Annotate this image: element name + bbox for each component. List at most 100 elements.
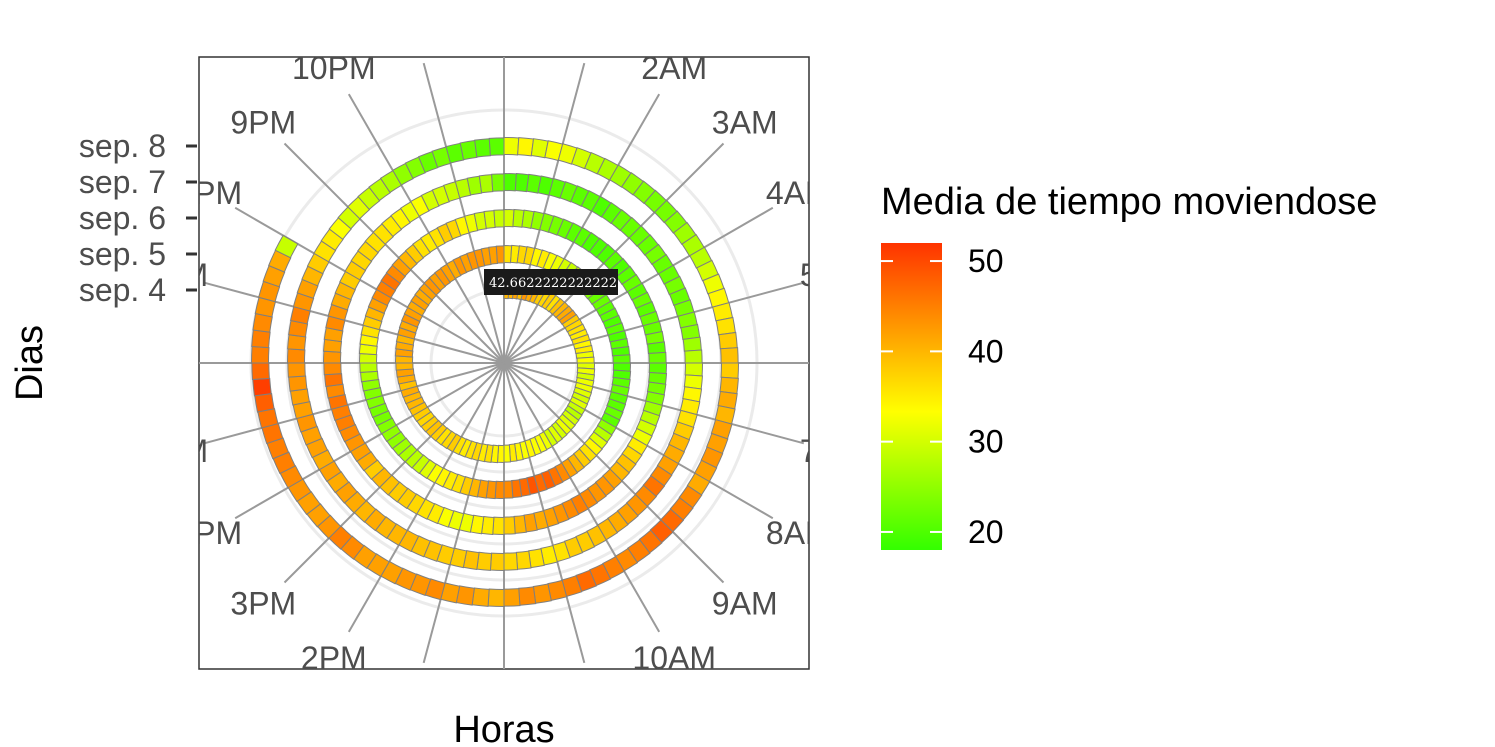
tooltip-box <box>484 269 618 295</box>
bar-segment[interactable] <box>474 138 491 158</box>
bar-segment[interactable] <box>471 587 490 607</box>
bar-segment[interactable] <box>493 209 505 228</box>
bar-segment[interactable] <box>459 139 478 161</box>
bar-segment[interactable] <box>720 347 739 364</box>
hour-tick-label: 10AM <box>632 640 716 676</box>
legend-tick-label: 30 <box>968 424 1004 460</box>
hour-spoke <box>203 362 505 445</box>
hour-tick-label: 11AM <box>551 674 632 710</box>
bar-segment[interactable] <box>518 586 537 606</box>
bar-segment[interactable] <box>684 349 703 364</box>
y-axis-title: Dias <box>9 325 51 401</box>
bar-segment[interactable] <box>648 351 667 364</box>
legend-tick-label: 20 <box>968 514 1004 550</box>
hour-tick-label: 10PM <box>292 50 376 86</box>
bar-segment[interactable] <box>360 370 379 383</box>
bar-segment[interactable] <box>323 362 342 376</box>
bar-segment[interactable] <box>718 331 738 350</box>
hour-tick-label: 5AM <box>800 257 866 293</box>
bar-segment[interactable] <box>513 514 527 534</box>
hour-tick-label: 12AM <box>462 5 546 41</box>
legend-title: Media de tiempo moviendose <box>881 181 1377 223</box>
bar-segment[interactable] <box>503 480 514 499</box>
x-axis-title: Horas <box>453 709 554 747</box>
bar-segment[interactable] <box>503 172 517 192</box>
bar-segment[interactable] <box>359 362 378 373</box>
bar-segment[interactable] <box>648 362 668 375</box>
bar-segment[interactable] <box>288 375 308 392</box>
hour-tick-label: 8PM <box>176 175 242 211</box>
bar-segment[interactable] <box>515 550 532 570</box>
bar-segment[interactable] <box>491 173 505 192</box>
bar-segment[interactable] <box>487 588 505 608</box>
bar-segment[interactable] <box>395 362 414 371</box>
bar-segment[interactable] <box>503 588 521 607</box>
bar-segment[interactable] <box>517 137 535 157</box>
bar-segment[interactable] <box>483 210 496 229</box>
bar-segment[interactable] <box>684 362 704 377</box>
bar-segment[interactable] <box>286 348 306 364</box>
bar-segment[interactable] <box>646 341 666 355</box>
hour-tick-label: 11PM <box>375 16 456 52</box>
hour-tick-label: 1PM <box>383 674 449 710</box>
hour-tick-label: 7PM <box>142 257 208 293</box>
hour-tick-label: 6PM <box>131 345 197 381</box>
hour-tick-label: 2AM <box>641 50 707 86</box>
day-tick-label: sep. 4 <box>79 272 166 308</box>
bar-segment[interactable] <box>250 345 270 364</box>
hour-spoke <box>234 206 505 364</box>
hour-tick-label: 4AM <box>766 175 832 211</box>
day-tick-label: sep. 5 <box>79 236 166 272</box>
hour-tick-label: 9PM <box>230 104 296 140</box>
hour-spoke <box>422 62 505 364</box>
bar-segment[interactable] <box>503 208 515 228</box>
bar-segment[interactable] <box>715 316 736 336</box>
day-tick-label: sep. 7 <box>79 164 166 200</box>
bar-segment[interactable] <box>503 444 512 463</box>
bar-segment[interactable] <box>489 552 505 572</box>
bar-segment[interactable] <box>503 516 516 535</box>
hour-spoke <box>234 362 505 520</box>
bar-segment[interactable] <box>682 336 702 352</box>
hour-spoke <box>347 93 505 364</box>
legend-colorbar <box>881 243 942 550</box>
tooltip-text: 42.6622222222222 <box>489 276 617 291</box>
bar-segment[interactable] <box>274 234 299 259</box>
bar-segment[interactable] <box>719 376 739 395</box>
bar-segment[interactable] <box>495 245 505 264</box>
hour-tick-label: 7AM <box>800 433 866 469</box>
hour-tick-label: 5PM <box>142 433 208 469</box>
bar-segment[interactable] <box>576 356 595 364</box>
hour-spoke <box>203 281 505 364</box>
day-tick-label: sep. 8 <box>79 128 166 164</box>
hour-tick-label: 1AM <box>559 16 625 52</box>
bar-segment[interactable] <box>532 583 552 604</box>
day-tick-label: sep. 6 <box>79 200 166 236</box>
bar-segment[interactable] <box>511 479 523 498</box>
bar-segment[interactable] <box>324 373 344 388</box>
bar-segment[interactable] <box>251 329 271 349</box>
legend-tick-label: 40 <box>968 333 1004 369</box>
bar-segment[interactable] <box>478 174 494 194</box>
hour-tick-label: 2PM <box>301 640 367 676</box>
bar-segment[interactable] <box>492 516 505 536</box>
hour-tick-label: 3PM <box>230 586 296 622</box>
bar-segment[interactable] <box>503 136 520 156</box>
bar-segment[interactable] <box>254 393 275 413</box>
bar-segment[interactable] <box>720 362 740 379</box>
bar-segment[interactable] <box>287 362 306 378</box>
bar-segment[interactable] <box>503 552 519 571</box>
bar-segment[interactable] <box>322 350 342 364</box>
hour-tick-label: 8AM <box>766 515 832 551</box>
bar-segment[interactable] <box>612 354 631 364</box>
bar-segment[interactable] <box>252 377 272 397</box>
bar-segment[interactable] <box>251 362 270 381</box>
hour-spoke <box>283 362 505 584</box>
bar-segment[interactable] <box>289 388 311 406</box>
bar-segment[interactable] <box>488 137 505 156</box>
hour-spoke <box>347 362 505 633</box>
hour-tick-label: 3AM <box>712 104 778 140</box>
tooltip: 42.6622222222222 <box>484 269 618 295</box>
